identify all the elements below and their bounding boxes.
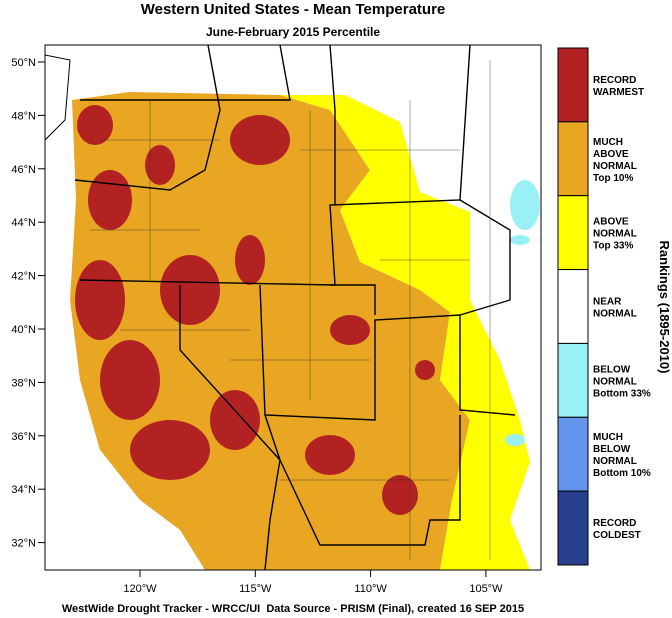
legend-swatch: [557, 342, 589, 418]
legend-swatch: [557, 121, 589, 197]
record-warm-areas: [75, 105, 435, 515]
legend-swatch: [557, 490, 589, 566]
legend-swatch: [557, 269, 589, 344]
legend-label: ABOVE: [593, 149, 629, 160]
lon-tick-label: 115°W: [239, 583, 272, 595]
legend-label: ABOVE: [593, 217, 629, 228]
legend-label: Bottom 10%: [593, 468, 651, 479]
legend-swatch: [557, 195, 589, 271]
map-frame: [44, 44, 542, 571]
below-areas: [505, 180, 540, 446]
legend-label: NEAR: [593, 297, 622, 308]
lat-tick-label: 38°N: [11, 377, 36, 389]
lat-tick-label: 36°N: [11, 431, 36, 443]
lat-tick-label: 48°N: [11, 110, 36, 122]
state-boundaries: [74, 45, 516, 570]
lon-tick-label: 105°W: [469, 583, 503, 595]
legend-label: NORMAL: [593, 456, 637, 467]
legend-label: RECORD: [593, 518, 636, 529]
lat-tick-label: 32°N: [11, 538, 36, 550]
lat-tick-label: 34°N: [11, 484, 36, 496]
lat-tick-label: 46°N: [11, 164, 36, 176]
legend-label: Top 33%: [593, 241, 633, 252]
legend-label: Top 10%: [593, 173, 633, 184]
legend-swatch: [557, 47, 589, 123]
legend-label: BELOW: [593, 364, 631, 375]
legend-label: BELOW: [593, 444, 631, 455]
lon-tick-label: 120°W: [123, 583, 157, 595]
title: Western United States - Mean Temperature: [141, 1, 446, 18]
legend-label: NORMAL: [593, 161, 637, 172]
coastline: [45, 54, 71, 141]
legend-swatch: [557, 416, 589, 492]
legend-label: MUCH: [593, 432, 623, 443]
county-lines: [90, 60, 491, 560]
legend-label: COLDEST: [593, 530, 641, 541]
legend-label: NORMAL: [593, 309, 637, 320]
axes: 50°N 48°N 46°N 44°N 42°N 40°N 38°N 36°N 34°N 32°N…: [11, 57, 503, 595]
lat-tick-label: 50°N: [11, 57, 36, 69]
lat-tick-label: 40°N: [11, 324, 36, 336]
above-region: [280, 95, 530, 570]
legend-label: MUCH: [593, 137, 623, 148]
legend-label: NORMAL: [593, 229, 637, 240]
footer: WestWide Drought Tracker - WRCC/UI Data …: [62, 603, 524, 615]
lon-tick-label: 110°W: [354, 583, 387, 595]
legend-title: Rankings (1895-2010): [657, 241, 672, 374]
legend-label: RECORD: [593, 75, 636, 86]
legend-label: NORMAL: [593, 376, 637, 387]
subtitle: June-February 2015 Percentile: [206, 25, 380, 39]
lat-tick-label: 44°N: [11, 217, 36, 229]
legend-label: WARMEST: [593, 87, 644, 98]
map: [45, 45, 541, 570]
lat-tick-label: 42°N: [11, 271, 36, 283]
legend-label: Bottom 33%: [593, 388, 651, 399]
